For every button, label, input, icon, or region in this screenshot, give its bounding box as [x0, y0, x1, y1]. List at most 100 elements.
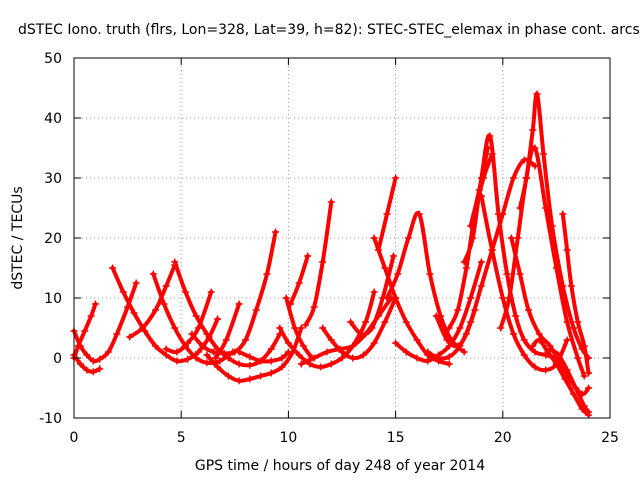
data-point-marker — [445, 360, 453, 368]
data-point-marker — [445, 342, 453, 350]
data-point-marker — [302, 321, 310, 329]
data-point-marker — [507, 234, 515, 242]
data-point-marker — [306, 360, 314, 368]
data-point-marker — [370, 288, 378, 296]
data-point-marker — [585, 408, 593, 416]
axis-ticks: 0 5 10 15 20 25 -10 0 10 20 30 40 50 — [39, 51, 619, 446]
data-point-marker — [432, 312, 440, 320]
data-point-marker — [520, 351, 528, 359]
data-point-marker — [563, 318, 571, 326]
data-point-marker — [96, 355, 104, 363]
data-point-marker — [531, 348, 539, 356]
data-point-marker — [89, 368, 97, 376]
data-point-marker — [276, 324, 284, 332]
data-point-marker — [404, 234, 412, 242]
data-point-marker — [267, 345, 275, 353]
data-point-marker — [529, 126, 537, 134]
data-point-marker — [383, 210, 391, 218]
data-point-marker — [542, 204, 550, 212]
data-point-marker — [252, 306, 260, 314]
data-point-marker — [81, 327, 89, 335]
data-point-marker — [173, 357, 181, 365]
data-point-marker — [561, 375, 569, 383]
data-point-marker — [525, 306, 533, 314]
data-point-marker — [347, 318, 355, 326]
data-point-marker — [402, 318, 410, 326]
data-point-marker — [199, 342, 207, 350]
data-point-marker — [132, 279, 140, 287]
data-point-marker — [585, 354, 593, 362]
data-point-marker — [563, 336, 571, 344]
data-point-marker — [580, 372, 588, 380]
data-point-marker — [514, 234, 522, 242]
y-tick-label: 10 — [44, 291, 62, 307]
data-point-marker — [327, 336, 335, 344]
data-point-marker — [578, 390, 586, 398]
data-point-marker — [149, 270, 157, 278]
data-point-marker — [203, 359, 211, 367]
data-point-marker — [585, 384, 593, 392]
data-point-marker — [488, 246, 496, 254]
data-point-marker — [319, 324, 327, 332]
data-point-marker — [267, 369, 275, 377]
data-point-marker — [559, 210, 567, 218]
data-point-marker — [276, 330, 284, 338]
data-point-marker — [570, 324, 578, 332]
data-point-marker — [126, 333, 134, 341]
data-point-marker — [394, 270, 402, 278]
data-point-marker — [381, 318, 389, 326]
data-point-marker — [445, 353, 453, 361]
data-point-marker — [323, 348, 331, 356]
data-point-marker — [456, 324, 464, 332]
series-arc-29 — [479, 194, 570, 373]
data-point-marker — [181, 288, 189, 296]
data-point-marker — [291, 324, 299, 332]
data-point-marker — [426, 270, 434, 278]
data-point-marker — [310, 303, 318, 311]
data-point-marker — [162, 282, 170, 290]
data-point-marker — [477, 192, 485, 200]
data-point-marker — [434, 354, 442, 362]
data-point-marker — [349, 342, 357, 350]
data-point-marker — [284, 339, 292, 347]
data-point-marker — [194, 324, 202, 332]
data-point-marker — [242, 336, 250, 344]
data-point-marker — [505, 294, 513, 302]
data-point-marker — [96, 365, 104, 373]
data-point-marker — [389, 252, 397, 260]
data-point-marker — [570, 390, 578, 398]
data-point-marker — [535, 336, 543, 344]
marker-layer — [70, 90, 593, 419]
data-point-marker — [89, 357, 97, 365]
data-point-marker — [574, 354, 582, 362]
data-point-marker — [540, 150, 548, 158]
data-point-marker — [184, 355, 192, 363]
data-point-marker — [381, 264, 389, 272]
data-point-marker — [567, 282, 575, 290]
data-point-marker — [130, 309, 138, 317]
data-point-marker — [246, 375, 254, 383]
series-arc-14 — [284, 296, 314, 360]
data-point-marker — [402, 348, 410, 356]
data-point-marker — [370, 339, 378, 347]
data-point-marker — [295, 351, 303, 359]
data-point-marker — [520, 336, 528, 344]
data-point-marker — [220, 349, 228, 357]
data-point-marker — [542, 366, 550, 374]
data-point-marker — [467, 318, 475, 326]
chart-title: dSTEC Iono. truth (flrs, Lon=328, Lat=39… — [18, 22, 640, 38]
series-arc-30 — [498, 145, 587, 378]
data-point-marker — [559, 282, 567, 290]
data-point-marker — [124, 303, 132, 311]
data-point-marker — [486, 132, 494, 140]
data-point-marker — [151, 342, 159, 350]
series-arc-17 — [303, 200, 334, 327]
data-point-marker — [516, 204, 524, 212]
data-point-marker — [477, 282, 485, 290]
data-point-marker — [392, 174, 400, 182]
data-point-marker — [503, 270, 511, 278]
data-point-marker — [192, 312, 200, 320]
data-point-marker — [246, 353, 254, 361]
data-point-marker — [510, 174, 518, 182]
